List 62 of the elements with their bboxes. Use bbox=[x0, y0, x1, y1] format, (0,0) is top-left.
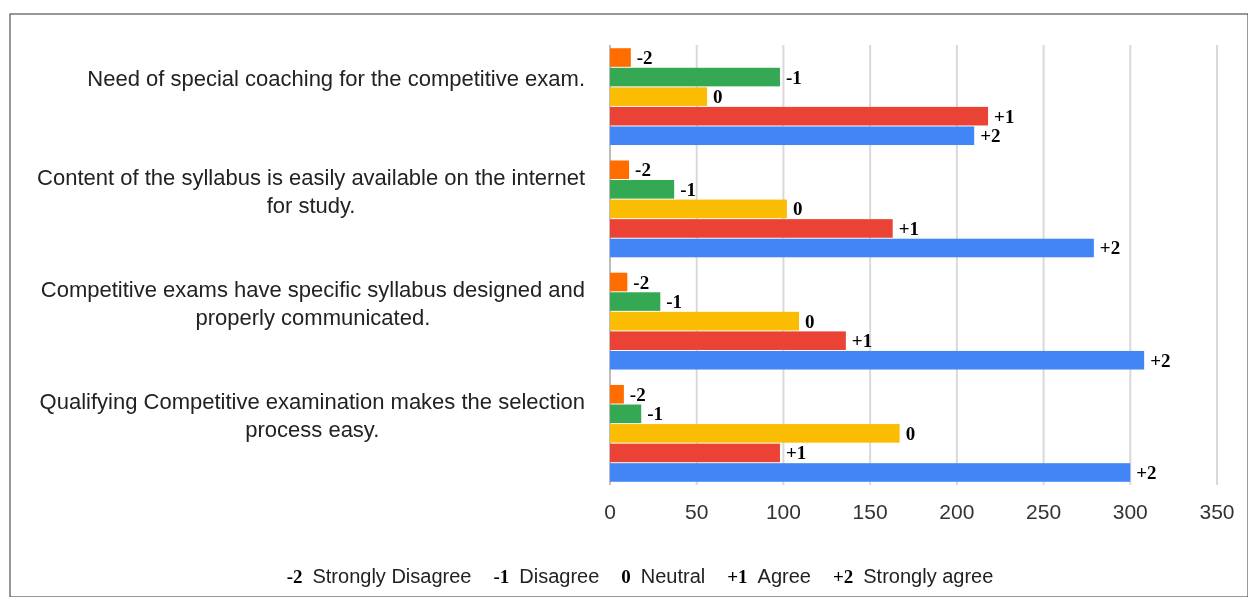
series-label: -1 bbox=[785, 66, 802, 88]
bar bbox=[610, 106, 989, 126]
text: -2 bbox=[635, 159, 651, 181]
y-tick-label: Content of the syllabus is easily available on the internet for study. bbox=[37, 164, 585, 218]
x-tick-label: 100 bbox=[765, 500, 801, 523]
bar bbox=[610, 384, 624, 404]
text: +2 bbox=[1150, 349, 1171, 371]
series-label: -2 bbox=[636, 47, 653, 69]
y-tick-label: Need of special coaching for the competitive exam. bbox=[87, 66, 586, 92]
x-tick-label: 50 bbox=[685, 500, 709, 523]
text: +2 bbox=[1099, 237, 1121, 259]
text: +1 bbox=[785, 442, 807, 464]
bar bbox=[610, 238, 1094, 258]
bar bbox=[610, 311, 800, 331]
bar bbox=[610, 160, 630, 180]
bar bbox=[610, 424, 900, 443]
series-label: +2 bbox=[980, 125, 1001, 147]
bar bbox=[610, 219, 893, 238]
text: +1 bbox=[898, 217, 920, 239]
y-tick-label: Qualifying Competitive examination makes the selection process easy. bbox=[39, 389, 585, 443]
text: -2 bbox=[633, 271, 650, 293]
x-tick-label: 0 bbox=[604, 500, 616, 523]
text: Disagree bbox=[519, 565, 600, 587]
text: Neutral bbox=[640, 565, 706, 587]
bar bbox=[610, 180, 675, 199]
bar bbox=[610, 67, 780, 87]
bar bbox=[610, 272, 628, 292]
y-tick-label: Competitive exams have specific syllabus designed and properly communicated. bbox=[40, 276, 585, 330]
text: -2 bbox=[286, 566, 303, 587]
text: -1 bbox=[680, 178, 696, 200]
bar bbox=[610, 48, 631, 67]
text: -2 bbox=[629, 383, 646, 405]
bar bbox=[610, 350, 1145, 370]
text: 0 bbox=[621, 566, 631, 587]
x-tick-label: 200 bbox=[939, 500, 975, 523]
text: -1 bbox=[493, 566, 510, 587]
text: Agree bbox=[757, 565, 811, 587]
x-tick-label: 350 bbox=[1199, 500, 1235, 523]
series-label: +1 bbox=[994, 105, 1015, 127]
text: -1 bbox=[647, 403, 664, 425]
series-label: 0 bbox=[713, 86, 723, 108]
bar bbox=[610, 443, 780, 463]
bar bbox=[610, 404, 642, 424]
bar bbox=[610, 199, 787, 219]
bar bbox=[610, 292, 661, 311]
text: +2 bbox=[1136, 461, 1157, 483]
x-tick-label: 150 bbox=[852, 500, 888, 523]
text: Strongly agree bbox=[863, 565, 994, 587]
text: 0 bbox=[805, 310, 815, 332]
bar bbox=[610, 126, 975, 146]
x-tick-label: 300 bbox=[1112, 500, 1148, 523]
text: +1 bbox=[851, 330, 873, 352]
text: 0 bbox=[792, 198, 803, 220]
bar bbox=[610, 463, 1131, 482]
text: 0 bbox=[905, 422, 916, 444]
text: +2 bbox=[832, 566, 854, 587]
x-tick-label: 250 bbox=[1026, 500, 1062, 523]
text: -1 bbox=[666, 291, 683, 313]
bar bbox=[610, 87, 708, 106]
bar bbox=[610, 331, 846, 350]
text: +1 bbox=[727, 566, 748, 587]
text: Strongly Disagree bbox=[312, 565, 472, 587]
